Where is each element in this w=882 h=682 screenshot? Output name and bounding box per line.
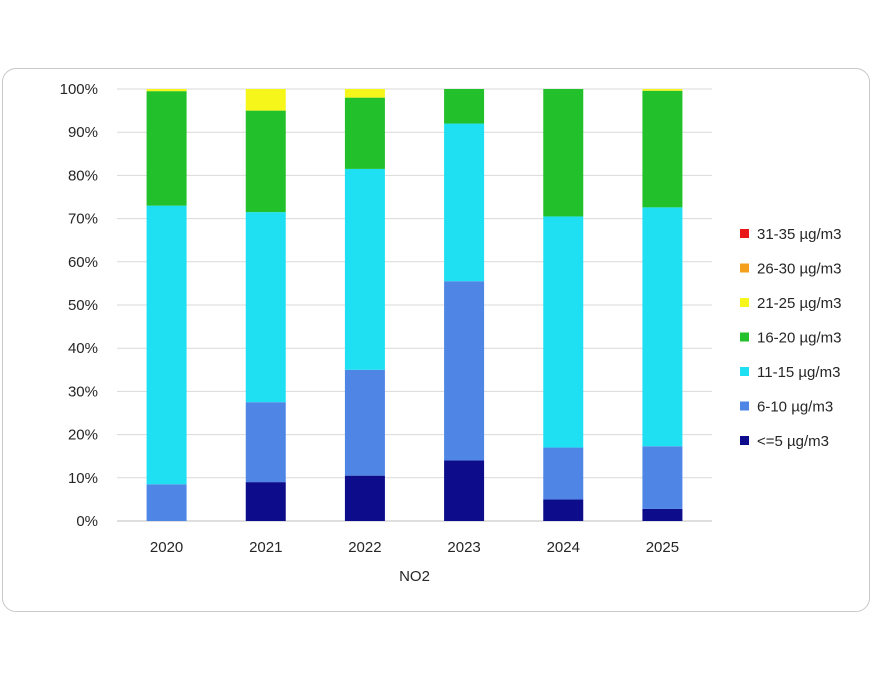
bar-segment [146, 484, 187, 521]
x-tick-label: 2020 [150, 539, 183, 556]
gridlines [117, 88, 712, 522]
bar-stack-2022 [344, 89, 385, 521]
y-tick-label: 0% [76, 513, 98, 530]
legend-swatch [740, 229, 749, 238]
legend-swatch [740, 263, 749, 273]
x-tick-label: 2022 [348, 539, 381, 556]
bar-segment [344, 369, 385, 476]
legend-swatch [740, 367, 749, 376]
legend-swatch [740, 436, 749, 445]
bar-stack-2025 [642, 89, 683, 521]
y-tick-label: 80% [68, 167, 98, 184]
bar-segment [344, 475, 385, 521]
bar-stack-2020 [146, 89, 187, 521]
legend-swatch [740, 332, 749, 342]
bar-segment [245, 212, 286, 403]
legend-swatch [740, 298, 749, 307]
y-tick-label: 70% [68, 211, 98, 228]
bar-stack-2021 [245, 89, 286, 521]
bar-segment [543, 216, 584, 448]
bar-segment [245, 110, 286, 213]
bar-segment [444, 281, 485, 461]
bar-stack-2024 [543, 89, 584, 521]
legend-label: 26-30 µg/m3 [757, 261, 842, 278]
y-tick-label: 90% [68, 124, 98, 141]
legend: 31-35 µg/m3 26-30 µg/m3 21-25 µg/m3 16-20 µ… [740, 226, 842, 450]
bar-segment [444, 123, 485, 282]
legend-item: <=5 µg/m3 [740, 433, 829, 450]
y-tick-label: 100% [60, 81, 98, 98]
x-tick-label: 2023 [447, 539, 480, 556]
bar-segment [344, 97, 385, 169]
legend-item: 16-20 µg/m3 [740, 330, 842, 347]
bar-segment [245, 482, 286, 521]
bar-segment [146, 91, 187, 206]
bar-segment [642, 207, 683, 447]
x-tick-label: 2025 [646, 539, 679, 556]
bar-segment [245, 402, 286, 483]
y-tick-label: 10% [68, 470, 98, 487]
bar-segment [642, 446, 683, 509]
y-tick-label: 40% [68, 340, 98, 357]
legend-label: 11-15 µg/m3 [757, 364, 840, 381]
legend-swatch [740, 401, 749, 411]
y-tick-label: 50% [68, 297, 98, 314]
bar-segment [146, 89, 187, 92]
bar-segment [642, 508, 683, 521]
bar-segment [146, 205, 187, 485]
bar-stack-2023 [444, 89, 485, 521]
x-tick-label: 2024 [547, 539, 580, 556]
y-axis-tick-labels: 0% 10% 20% 30% 40% 50% 60% 70% 80% 90% 100% [60, 81, 98, 530]
legend-label: 31-35 µg/m3 [757, 226, 842, 243]
bar-segment [543, 499, 584, 521]
bar-segment [642, 90, 683, 208]
bar-segment [444, 460, 485, 521]
y-tick-label: 60% [68, 254, 98, 271]
legend-item: 26-30 µg/m3 [740, 261, 842, 278]
bar-segment [642, 89, 683, 91]
bar-segment [444, 89, 485, 124]
y-tick-label: 20% [68, 427, 98, 444]
legend-label: 16-20 µg/m3 [757, 330, 842, 347]
bar-segment [543, 447, 584, 500]
y-tick-label: 30% [68, 383, 98, 400]
bar-segment [344, 89, 385, 98]
legend-label: 6-10 µg/m3 [757, 399, 833, 416]
legend-label: 21-25 µg/m3 [757, 295, 842, 312]
x-axis-title: NO2 [399, 568, 430, 585]
bar-segment [344, 168, 385, 370]
x-tick-label: 2021 [249, 539, 282, 556]
legend-item: 11-15 µg/m3 [740, 364, 840, 381]
legend-item: 31-35 µg/m3 [740, 226, 842, 243]
bar-segment [543, 89, 584, 217]
legend-label: <=5 µg/m3 [757, 433, 829, 450]
legend-item: 21-25 µg/m3 [740, 295, 842, 312]
x-axis-tick-labels: 2020 2021 2022 2023 2024 2025 [150, 539, 679, 556]
bar-stacks [146, 89, 683, 521]
bar-segment [245, 89, 286, 111]
legend-item: 6-10 µg/m3 [740, 399, 833, 416]
